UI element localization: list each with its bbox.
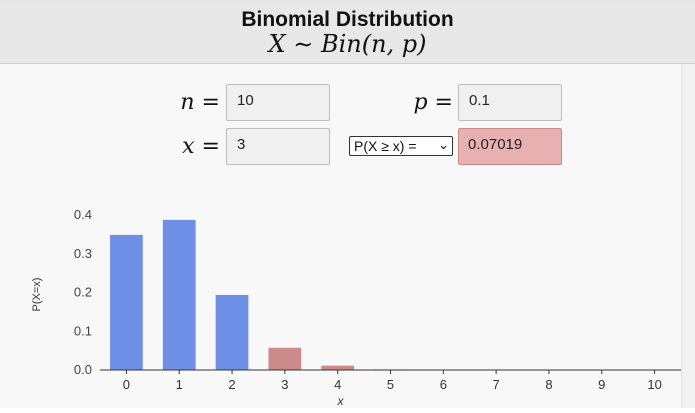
probability-result: 0.07019: [458, 128, 562, 165]
binomial-bar-chart: 0 1 2 3 4 5 6 7 8 9 10 0.0 0.1 0.2 0.3 0.4 x P(X=x): [0, 195, 695, 408]
page-header: Binomial Distribution X ∼ Bin(n, p): [0, 3, 695, 64]
x-tick-label: 10: [647, 377, 661, 392]
chart-bar: [321, 366, 354, 370]
y-tick-label: 0.2: [74, 285, 92, 300]
probability-type-selected: P(X ≥ x) =: [354, 138, 417, 154]
y-tick-label: 0.4: [74, 207, 92, 222]
x-tick-label: 1: [176, 377, 183, 392]
chart-area: 0 1 2 3 4 5 6 7 8 9 10 0.0 0.1 0.2 0.3 0.4 x P(X=x): [0, 195, 695, 408]
x-tick-label: 5: [387, 377, 394, 392]
y-tick-label: 0.0: [74, 362, 92, 377]
x-label: x =: [160, 134, 220, 159]
x-input[interactable]: 3: [226, 128, 330, 165]
x-axis-label: x: [337, 394, 345, 408]
p-input[interactable]: 0.1: [458, 84, 562, 121]
probability-type-select[interactable]: P(X ≥ x) = ⌄: [349, 136, 453, 156]
x-tick-label: 6: [440, 377, 447, 392]
n-label: n =: [160, 90, 220, 115]
x-tick-label: 0: [123, 377, 130, 392]
x-tick-label: 3: [281, 377, 288, 392]
y-tick-label: 0.3: [74, 246, 92, 261]
x-tick-label: 7: [493, 377, 500, 392]
x-tick-label: 9: [598, 377, 605, 392]
chart-bar: [268, 348, 301, 370]
page-title: Binomial Distribution: [0, 8, 695, 32]
chevron-down-icon: ⌄: [438, 137, 449, 153]
x-tick-label: 8: [545, 377, 552, 392]
y-tick-label: 0.1: [74, 323, 92, 338]
x-tick-label: 4: [334, 377, 341, 392]
x-tick-label: 2: [228, 377, 235, 392]
chart-bar: [163, 220, 196, 370]
chart-bar: [110, 235, 143, 370]
chart-bar: [216, 295, 249, 370]
p-label: p =: [395, 90, 453, 115]
distribution-formula: X ∼ Bin(n, p): [0, 30, 695, 58]
y-axis-label: P(X=x): [31, 278, 43, 312]
n-input[interactable]: 10: [226, 84, 330, 121]
